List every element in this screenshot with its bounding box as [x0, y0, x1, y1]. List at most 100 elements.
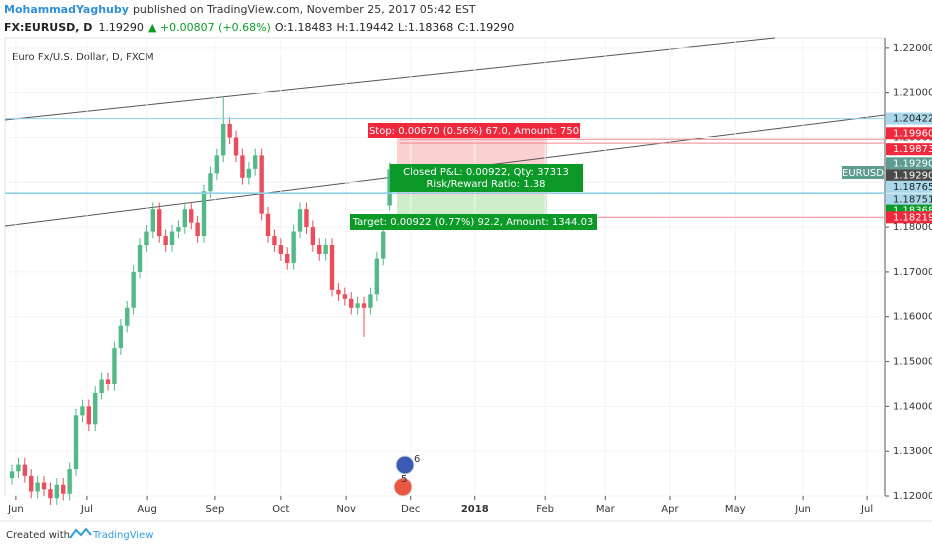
price-tag-label: 1.19960 — [893, 128, 932, 139]
candle-body — [246, 168, 252, 178]
candle-body — [137, 245, 143, 272]
price-tag-label: 1.18765 — [893, 182, 932, 193]
candle-body — [67, 469, 72, 494]
candle-body — [48, 489, 53, 499]
candle-body — [22, 464, 28, 476]
candle-body — [182, 209, 188, 228]
candle-body — [201, 191, 207, 237]
price-tag — [886, 112, 932, 125]
price-tag — [886, 193, 932, 206]
candle-body — [304, 209, 309, 228]
candle-body — [150, 209, 156, 232]
y-tick-label: 1.21000 — [893, 88, 932, 99]
candle-body — [208, 173, 213, 192]
author[interactable]: MohammadYaghuby — [4, 3, 129, 16]
candle-body — [278, 245, 284, 255]
x-tick-label: Aug — [137, 504, 157, 515]
price-tag-label: 1.18219 — [893, 212, 932, 223]
candle-body — [253, 155, 258, 169]
candle-body — [297, 209, 303, 232]
candle-body — [240, 155, 245, 178]
y-tick-label: 1.12000 — [893, 491, 932, 502]
candle-body — [16, 464, 21, 472]
price-tag-label: 1.18368 — [893, 206, 932, 217]
candle-body — [163, 236, 168, 246]
y-tick-label: 1.17000 — [893, 267, 932, 278]
target-box — [350, 214, 597, 230]
candle-body — [323, 245, 328, 255]
x-tick-label: 2018 — [461, 504, 489, 515]
candle-body — [336, 289, 341, 295]
y-tick-label: 1.22000 — [893, 43, 932, 54]
candle-body — [73, 415, 79, 470]
candle-body — [105, 379, 111, 384]
candle-body — [387, 169, 392, 206]
candle-body — [157, 209, 162, 237]
candle-body — [285, 254, 290, 263]
target-label: Target: 0.00922 (0.77%) 92.2, Amount: 13… — [352, 217, 594, 228]
trend-line — [4, 37, 776, 121]
change: ▲ +0.00807 (+0.68%) — [148, 21, 271, 34]
pnl-label: Closed P&L: 0.00922, Qty: 37313 — [403, 167, 569, 178]
price-tag-label: 1.19290 — [893, 170, 932, 181]
price-tag-label: 1.18751 — [893, 194, 932, 205]
event-icon[interactable] — [395, 455, 415, 475]
footer-brand[interactable]: TradingView — [92, 530, 153, 541]
footer-logo — [69, 527, 92, 539]
x-tick-label: Jun — [7, 504, 24, 515]
candle-body — [291, 231, 296, 263]
y-tick-label: 1.13000 — [893, 446, 932, 457]
symbol: FX:EURUSD, D — [4, 21, 92, 34]
candle-body — [144, 231, 149, 246]
candle-body — [189, 209, 194, 223]
candle-body — [272, 236, 277, 246]
price-tag-label: 1.19290 — [893, 158, 932, 169]
ratio-label: Risk/Reward Ratio: 1.38 — [426, 179, 545, 190]
candle-body — [265, 213, 271, 237]
candle-body — [259, 155, 264, 214]
ohlc-close: C:1.19290 — [457, 21, 514, 34]
plot-frame — [4, 37, 886, 497]
candle-body — [310, 227, 316, 246]
x-tick-label: May — [725, 504, 746, 515]
x-tick-label: Oct — [272, 504, 289, 515]
ohlc-high: H:1.19442 — [337, 21, 394, 34]
y-tick-label: 1.14000 — [893, 401, 932, 412]
pnl-box — [390, 164, 583, 192]
candle-body — [93, 392, 98, 425]
stop-label: Stop: 0.00670 (0.56%) 67.0, Amount: 750 — [369, 126, 579, 137]
candle-body — [41, 482, 47, 490]
candle-body — [329, 245, 335, 290]
x-tick-label: Mar — [596, 504, 616, 515]
price-tag — [886, 143, 932, 156]
candle-body — [54, 484, 60, 499]
candle-body — [80, 406, 85, 416]
event-count: 5 — [401, 474, 407, 485]
price-tag — [886, 211, 932, 224]
published: published on TradingView.com, November 2… — [133, 3, 476, 16]
event-count: 6 — [414, 454, 420, 465]
candle-body — [342, 294, 348, 299]
footer-text: Created with — [6, 530, 70, 541]
candle-body — [125, 307, 130, 326]
header-line: MohammadYaghuby published on TradingView.… — [4, 3, 476, 16]
x-tick-label: Sep — [205, 504, 224, 515]
candle-body — [9, 471, 15, 479]
candle-body — [112, 348, 117, 384]
candle-body — [176, 227, 181, 232]
x-tick-label: Jul — [80, 504, 93, 515]
price-tag — [886, 157, 932, 170]
y-tick-label: 1.15000 — [893, 357, 932, 368]
candle-body — [99, 379, 104, 393]
y-tick-label: 1.18000 — [893, 222, 932, 233]
candle-body — [35, 482, 40, 492]
symbol-tag — [842, 166, 884, 179]
candle-body — [227, 124, 232, 138]
event-icon[interactable] — [393, 477, 413, 497]
symbol-tag-text: EURUSD — [842, 168, 884, 179]
x-tick-label: Jul — [860, 504, 873, 515]
symbol-line: FX:EURUSD, D 1.19290 ▲ +0.00807 (+0.68%) O:… — [4, 21, 514, 34]
ohlc-open: O:1.18483 — [275, 21, 333, 34]
candle-body — [169, 231, 175, 246]
